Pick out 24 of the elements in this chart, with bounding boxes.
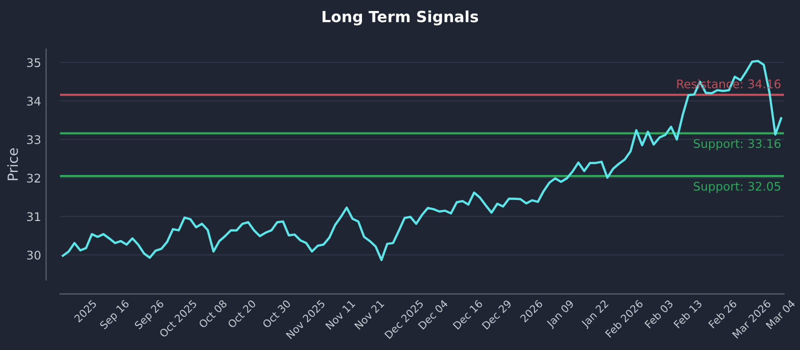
ref-line-label: Support: 33.16: [694, 139, 780, 150]
x-tick-label: Dec 29: [482, 299, 512, 330]
y-tick-label: 31: [27, 212, 40, 222]
chart-title: Long Term Signals: [322, 10, 478, 26]
ref-line-label: Support: 32.05: [694, 182, 780, 194]
x-tick-label: Oct 20: [227, 299, 256, 328]
x-tick-label: Feb 13: [673, 299, 702, 328]
x-tick-label: Dec 16: [452, 299, 483, 330]
x-tick-label: Oct 08: [198, 299, 228, 328]
x-tick-label: Feb 03: [644, 299, 674, 328]
y-tick-label: 35: [27, 58, 40, 68]
y-tick-label: 34: [27, 96, 41, 106]
x-tick-label: Jan 22: [580, 300, 610, 330]
y-axis-title: Price: [7, 148, 18, 180]
x-tick-label: Nov 11: [325, 300, 356, 330]
y-tick-label: 33: [27, 135, 40, 144]
x-tick-label: Feb 26: [708, 299, 738, 328]
y-tick-label: 32: [27, 174, 40, 183]
x-tick-label: Sep 16: [99, 299, 131, 331]
x-tick-label: Oct 30: [262, 299, 292, 328]
line-series: [62, 60, 782, 262]
y-tick-label: 30: [27, 250, 40, 260]
x-tick-label: Jan 09: [546, 299, 576, 330]
x-tick-label: Nov 21: [354, 300, 384, 330]
